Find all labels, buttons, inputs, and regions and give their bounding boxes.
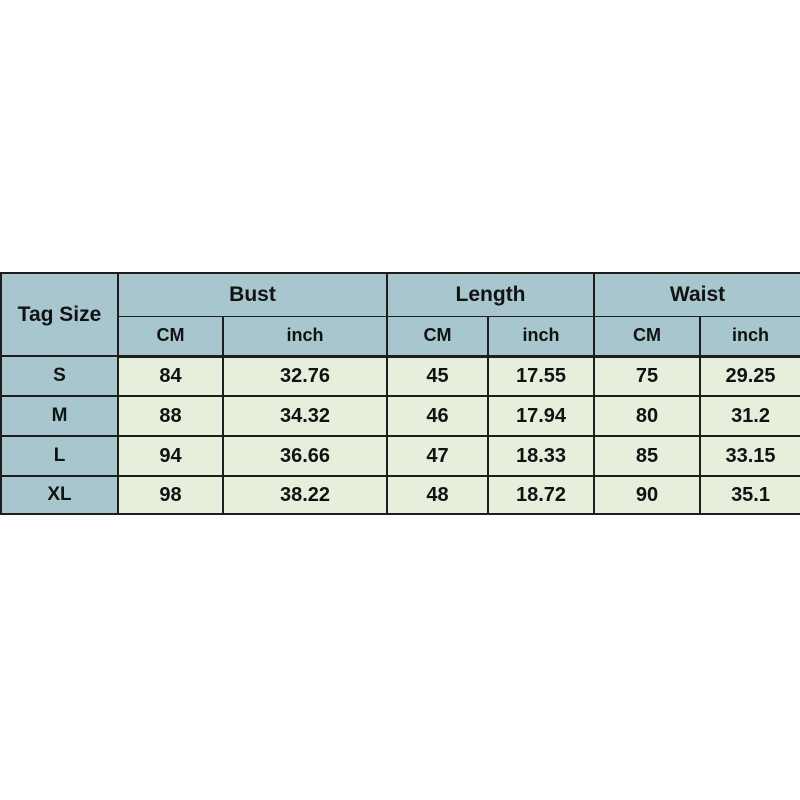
unit-header-row: CM inch CM inch CM inch: [1, 315, 800, 358]
length-inch-s: 17.55: [487, 355, 596, 397]
waist-cm-s: 75: [593, 355, 702, 397]
table-row-m: M 88 34.32 46 17.94 80 31.2: [0, 395, 800, 437]
unit-header-waist-cm: CM: [593, 315, 702, 358]
waist-inch-m: 31.2: [699, 395, 800, 437]
length-inch-l: 18.33: [487, 435, 596, 477]
unit-header-length-inch: inch: [487, 315, 596, 358]
length-inch-xl: 18.72: [487, 475, 596, 515]
bust-inch-xl: 38.22: [221, 475, 389, 515]
length-cm-xl: 48: [386, 475, 490, 515]
length-inch-m: 17.94: [487, 395, 596, 437]
group-header-bust: Bust: [116, 272, 389, 317]
group-header-row: Tag Size Bust Length Waist: [0, 272, 800, 357]
bust-inch-l: 36.66: [221, 435, 389, 477]
length-cm-l: 47: [386, 435, 490, 477]
bust-cm-s: 84: [117, 355, 224, 397]
bust-cm-l: 94: [117, 435, 224, 477]
table-row-xl: XL 98 38.22 48 18.72 90 35.1: [0, 475, 800, 515]
size-chart-table: Tag Size Bust Length Waist CM inch CM in…: [0, 272, 800, 515]
group-header-length: Length: [386, 272, 596, 317]
bust-inch-s: 32.76: [221, 355, 389, 397]
waist-inch-xl: 35.1: [699, 475, 800, 515]
waist-cm-m: 80: [593, 395, 702, 437]
size-label-m: M: [0, 395, 119, 437]
tag-size-header: Tag Size: [0, 272, 119, 357]
bust-inch-m: 34.32: [221, 395, 389, 437]
waist-inch-l: 33.15: [699, 435, 800, 477]
table-row-s: S 84 32.76 45 17.55 75 29.25: [0, 355, 800, 397]
bust-cm-m: 88: [117, 395, 224, 437]
bust-cm-xl: 98: [117, 475, 224, 515]
waist-cm-l: 85: [593, 435, 702, 477]
unit-header-length-cm: CM: [386, 315, 490, 358]
unit-header-waist-inch: inch: [699, 315, 800, 358]
unit-header-bust-inch: inch: [221, 315, 389, 358]
size-label-s: S: [0, 355, 119, 397]
unit-header-bust-cm: CM: [117, 315, 224, 358]
length-cm-m: 46: [386, 395, 490, 437]
table-row-l: L 94 36.66 47 18.33 85 33.15: [0, 435, 800, 477]
size-label-l: L: [0, 435, 119, 477]
group-header-waist: Waist: [593, 272, 800, 317]
waist-cm-xl: 90: [593, 475, 702, 515]
length-cm-s: 45: [386, 355, 490, 397]
waist-inch-s: 29.25: [699, 355, 800, 397]
size-label-xl: XL: [0, 475, 119, 515]
